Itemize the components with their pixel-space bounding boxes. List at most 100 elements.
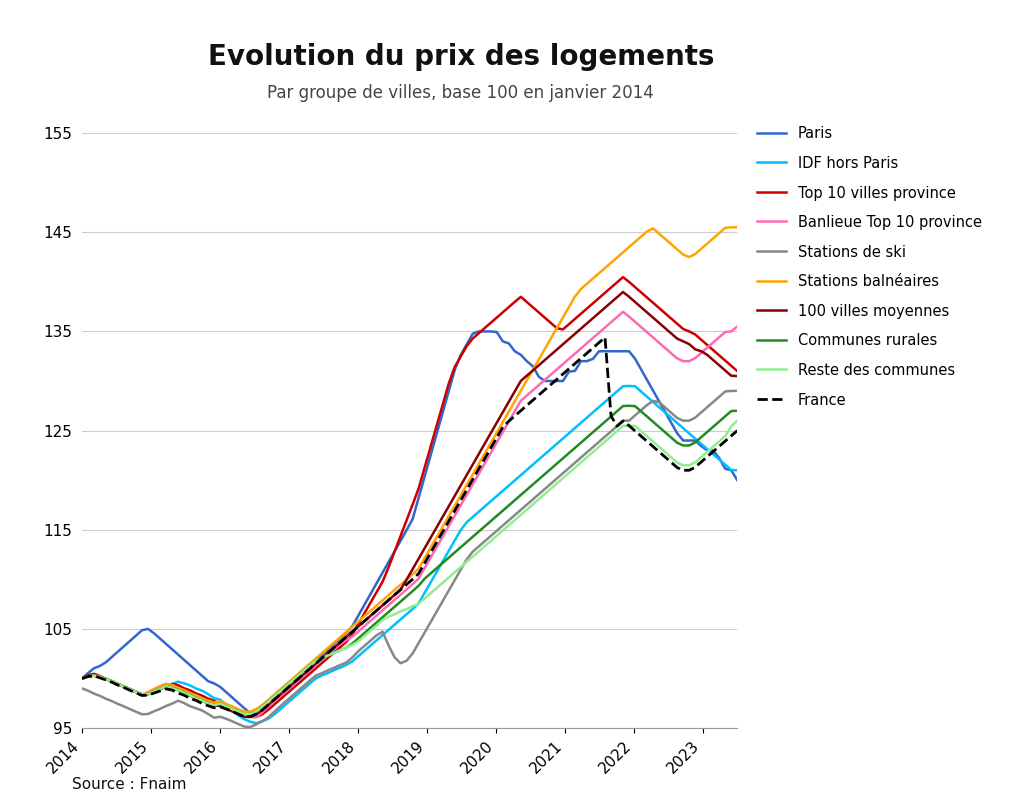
100 villes moyennes xyxy=(400,574,413,584)
Paris xyxy=(725,465,737,475)
Communes rurales xyxy=(545,464,557,473)
Reste des communes xyxy=(545,484,557,493)
IDF hors Paris xyxy=(545,444,557,454)
Stations de ski xyxy=(274,701,287,711)
IDF hors Paris xyxy=(250,718,262,728)
Text: Evolution du prix des logements: Evolution du prix des logements xyxy=(208,43,714,70)
100 villes moyennes xyxy=(274,689,287,699)
Stations de ski xyxy=(545,479,557,489)
Text: Par groupe de villes, base 100 en janvier 2014: Par groupe de villes, base 100 en janvie… xyxy=(267,84,654,102)
Communes rurales xyxy=(623,401,635,411)
Paris xyxy=(382,557,394,567)
Reste des communes xyxy=(239,709,251,719)
Banlieue Top 10 province xyxy=(545,370,557,379)
Reste des communes xyxy=(76,674,88,684)
Stations de ski xyxy=(725,386,737,396)
Top 10 villes province xyxy=(76,674,88,684)
Legend: Paris, IDF hors Paris, Top 10 villes province, Banlieue Top 10 province, Station: Paris, IDF hors Paris, Top 10 villes pro… xyxy=(752,121,987,413)
Line: Reste des communes: Reste des communes xyxy=(82,421,737,714)
Banlieue Top 10 province xyxy=(274,692,287,701)
Banlieue Top 10 province xyxy=(400,585,413,595)
France xyxy=(545,379,557,389)
Paris xyxy=(473,327,485,337)
Reste des communes xyxy=(731,416,743,426)
France xyxy=(701,452,714,462)
Communes rurales xyxy=(274,687,287,697)
Top 10 villes province xyxy=(701,340,714,349)
Top 10 villes province xyxy=(382,562,394,572)
Paris xyxy=(400,525,413,535)
IDF hors Paris xyxy=(701,444,714,454)
Line: France: France xyxy=(82,337,737,717)
Communes rurales xyxy=(382,608,394,617)
Stations de ski xyxy=(76,684,88,693)
France xyxy=(731,426,743,435)
IDF hors Paris xyxy=(725,465,737,475)
Communes rurales xyxy=(76,674,88,684)
France xyxy=(725,431,737,441)
Stations de ski xyxy=(244,722,256,732)
Paris xyxy=(701,446,714,455)
France xyxy=(239,712,251,722)
Communes rurales xyxy=(731,406,743,416)
Line: IDF hors Paris: IDF hors Paris xyxy=(82,386,737,723)
IDF hors Paris xyxy=(382,625,394,635)
Paris xyxy=(731,476,743,485)
100 villes moyennes xyxy=(725,371,737,381)
Top 10 villes province xyxy=(250,712,262,722)
Stations balnéaires xyxy=(274,684,287,694)
Paris xyxy=(551,376,563,386)
Line: Stations de ski: Stations de ski xyxy=(82,391,737,727)
Banlieue Top 10 province xyxy=(250,712,262,722)
Banlieue Top 10 province xyxy=(76,674,88,684)
Line: 100 villes moyennes: 100 villes moyennes xyxy=(82,292,737,717)
Top 10 villes province xyxy=(731,366,743,376)
Communes rurales xyxy=(725,406,737,416)
100 villes moyennes xyxy=(76,674,88,684)
Paris xyxy=(76,674,88,684)
100 villes moyennes xyxy=(701,350,714,360)
100 villes moyennes xyxy=(545,350,557,360)
Line: Top 10 villes province: Top 10 villes province xyxy=(82,277,737,717)
France xyxy=(599,332,611,342)
Banlieue Top 10 province xyxy=(701,343,714,353)
France xyxy=(400,579,413,589)
IDF hors Paris xyxy=(400,609,413,619)
France xyxy=(274,689,287,699)
100 villes moyennes xyxy=(244,712,256,722)
Reste des communes xyxy=(400,604,413,614)
Communes rurales xyxy=(239,709,251,719)
100 villes moyennes xyxy=(616,287,629,297)
Line: Stations balnéaires: Stations balnéaires xyxy=(82,227,737,712)
Communes rurales xyxy=(400,591,413,601)
Top 10 villes province xyxy=(400,515,413,525)
Top 10 villes province xyxy=(616,273,629,282)
France xyxy=(76,674,88,684)
Top 10 villes province xyxy=(274,694,287,704)
Top 10 villes province xyxy=(545,318,557,328)
Reste des communes xyxy=(382,612,394,621)
IDF hors Paris xyxy=(76,674,88,684)
Stations de ski xyxy=(719,387,731,396)
Stations balnéaires xyxy=(725,222,737,232)
Reste des communes xyxy=(695,452,708,462)
Reste des communes xyxy=(274,687,287,697)
Stations balnéaires xyxy=(695,244,708,254)
Paris xyxy=(244,709,256,718)
Stations de ski xyxy=(731,386,743,396)
Paris xyxy=(274,687,287,697)
IDF hors Paris xyxy=(623,381,635,391)
Banlieue Top 10 province xyxy=(725,327,737,337)
Line: Banlieue Top 10 province: Banlieue Top 10 province xyxy=(82,311,737,717)
IDF hors Paris xyxy=(731,465,743,475)
IDF hors Paris xyxy=(274,705,287,714)
Communes rurales xyxy=(701,427,714,437)
Stations balnéaires xyxy=(382,591,394,600)
100 villes moyennes xyxy=(382,595,394,605)
Banlieue Top 10 province xyxy=(731,322,743,332)
Stations de ski xyxy=(382,641,394,650)
France xyxy=(382,595,394,605)
Stations balnéaires xyxy=(719,223,731,233)
Stations de ski xyxy=(695,408,708,417)
Stations balnéaires xyxy=(239,707,251,717)
